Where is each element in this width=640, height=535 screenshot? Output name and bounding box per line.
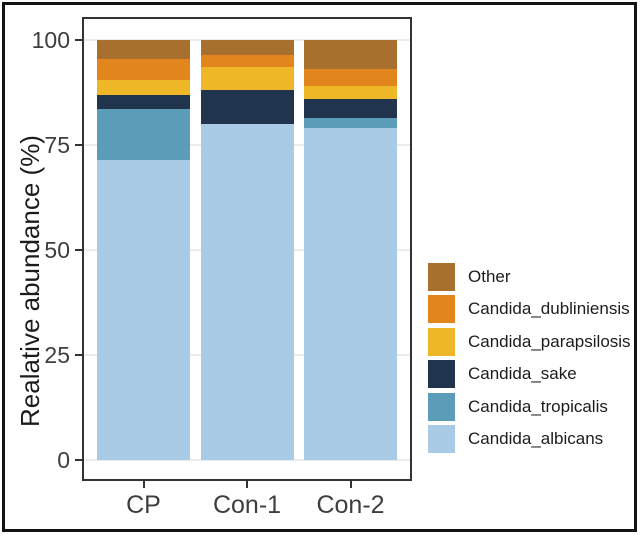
x-tick-mark-CP (142, 481, 145, 488)
bar-segment-Candida_dubliniensis (97, 58, 190, 80)
legend-swatch-Candida_dubliniensis (428, 295, 455, 324)
x-category-label-CP: CP (126, 491, 161, 519)
y-tick-mark-100 (75, 39, 82, 41)
y-tick-label-100: 100 (31, 27, 70, 53)
x-category-label-Con-1: Con-1 (212, 491, 282, 519)
legend-swatch-Candida_sake (428, 360, 455, 389)
bar-segment-Candida_sake (304, 98, 397, 118)
bar-segment-Candida_dubliniensis (304, 69, 397, 87)
bar-segment-Other (200, 40, 294, 55)
bar-segment-Candida_parapsilosis (97, 79, 190, 95)
y-tick-label-75: 75 (44, 132, 70, 158)
legend-label-Candida_albicans: Candida_albicans (468, 429, 604, 448)
y-axis-title: Realative abundance (%) (15, 135, 45, 427)
bar-segment-Candida_albicans (304, 128, 397, 460)
plot-panel (82, 17, 412, 481)
x-tick-mark-Con-2 (349, 481, 352, 488)
legend-swatch-Candida_parapsilosis (428, 327, 455, 356)
legend-label-Candida_sake: Candida_sake (468, 364, 577, 384)
bar-segment-Candida_albicans (200, 124, 294, 460)
legend-label-Candida_dubliniensis: Candida_dubliniensis (468, 299, 630, 319)
bar-CP (97, 40, 190, 460)
legend-swatch-Other (428, 263, 455, 291)
y-tick-label-50: 50 (44, 237, 70, 263)
x-category-label-Con-2: Con-2 (316, 491, 385, 519)
bar-segment-Candida_albicans (97, 159, 190, 460)
bar-segment-Candida_parapsilosis (304, 86, 397, 99)
y-tick-mark-50 (75, 249, 82, 251)
bar-segment-Candida_tropicalis (97, 109, 190, 160)
legend-swatch-Candida_albicans (428, 425, 455, 453)
x-tick-mark-Con-1 (246, 481, 248, 488)
bar-segment-Candida_dubliniensis (200, 54, 294, 68)
bar-Con-2 (304, 40, 397, 460)
y-tick-mark-25 (75, 354, 82, 356)
bar-segment-Other (97, 40, 190, 59)
bar-segment-Candida_sake (97, 94, 190, 110)
bar-Con-1 (200, 40, 294, 460)
bar-segment-Candida_sake (200, 90, 294, 124)
y-tick-label-25: 25 (44, 342, 70, 368)
bar-segment-Other (304, 40, 397, 70)
bar-segment-Candida_parapsilosis (200, 67, 294, 91)
legend-label-Candida_parapsilosis: Candida_parapsilosis (468, 331, 631, 351)
legend-label-Candida_tropicalis: Candida_tropicalis (468, 396, 608, 416)
y-tick-label-0: 0 (57, 447, 70, 473)
y-tick-mark-0 (75, 459, 82, 461)
y-tick-mark-75 (75, 144, 82, 146)
gridline-0 (82, 459, 412, 461)
legend-swatch-Candida_tropicalis (428, 392, 455, 421)
bar-segment-Candida_tropicalis (304, 117, 397, 129)
gridline-100 (82, 39, 412, 41)
legend-label-Other: Other (468, 267, 511, 286)
